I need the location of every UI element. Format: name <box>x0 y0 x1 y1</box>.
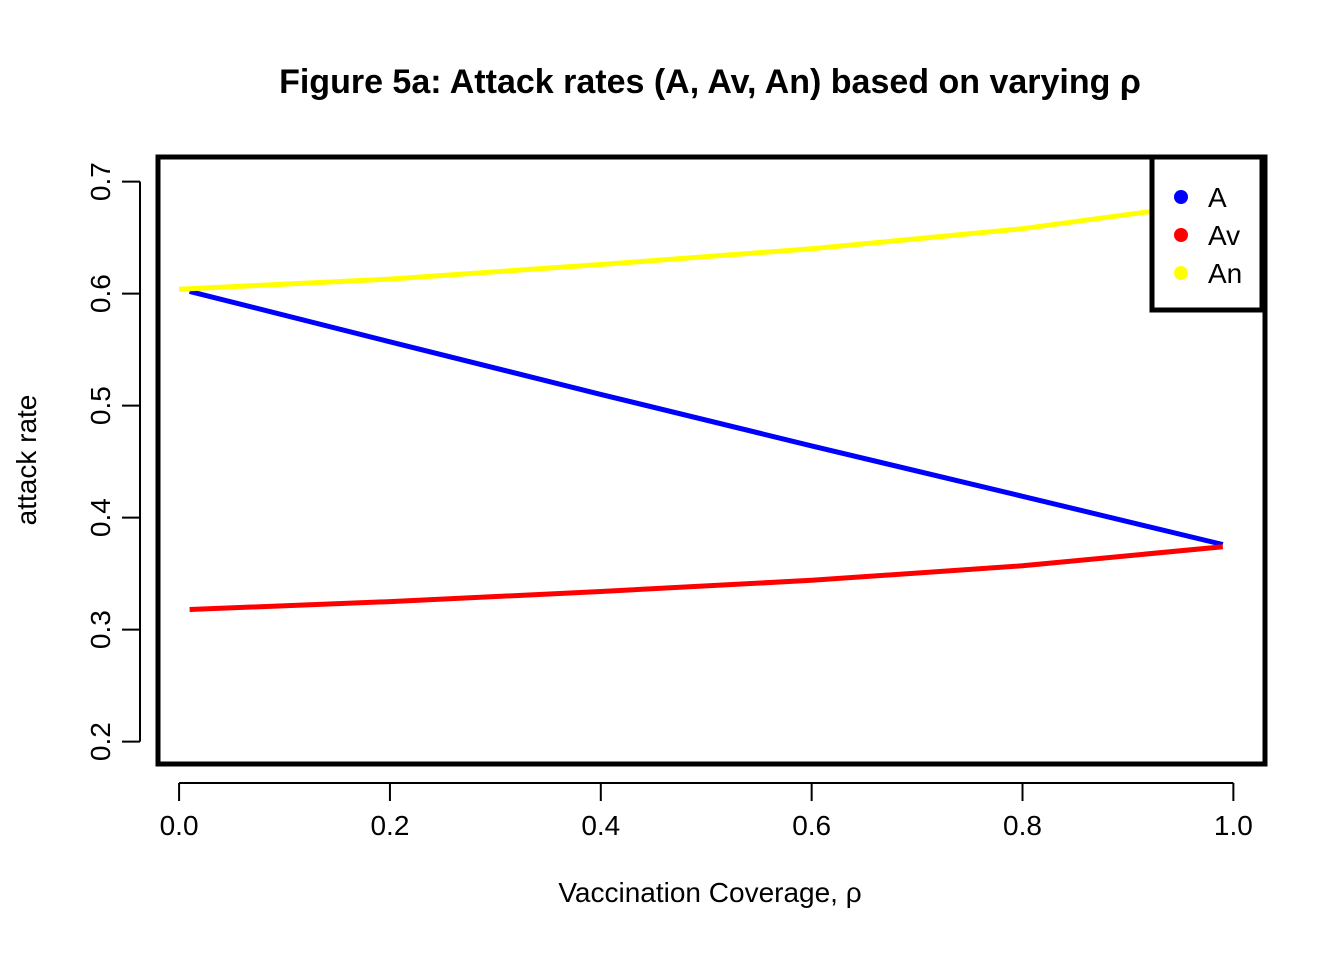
y-tick-label: 0.6 <box>85 274 116 313</box>
y-tick-label: 0.3 <box>85 610 116 649</box>
series-line-an <box>178 199 1224 292</box>
series-line-a <box>188 288 1224 547</box>
y-tick-label: 0.7 <box>85 162 116 201</box>
x-tick-label: 0.4 <box>581 810 620 841</box>
x-axis-label: Vaccination Coverage, ρ <box>558 877 861 908</box>
y-tick-label: 0.2 <box>85 722 116 761</box>
legend: A Av An <box>1149 154 1265 313</box>
y-axis: 0.2 0.3 0.4 0.5 0.6 0.7 <box>85 162 141 761</box>
y-tick-label: 0.4 <box>85 498 116 537</box>
x-tick-label: 1.0 <box>1214 810 1253 841</box>
x-tick-label: 0.2 <box>370 810 409 841</box>
legend-label-a: A <box>1208 182 1227 213</box>
legend-box <box>1149 154 1265 313</box>
y-tick-label: 0.5 <box>85 386 116 425</box>
legend-label-av: Av <box>1208 220 1240 251</box>
plot-frame <box>155 154 1268 767</box>
legend-marker-av <box>1174 228 1188 242</box>
series-layer <box>178 199 1224 612</box>
x-tick-label: 0.0 <box>160 810 199 841</box>
series-line-av <box>189 544 1224 612</box>
legend-label-an: An <box>1208 258 1242 289</box>
x-tick-label: 0.8 <box>1003 810 1042 841</box>
legend-marker-a <box>1174 190 1188 204</box>
legend-marker-an <box>1174 266 1188 280</box>
chart-title: Figure 5a: Attack rates (A, Av, An) base… <box>279 63 1141 101</box>
y-axis-label: attack rate <box>11 395 42 526</box>
plot-area <box>155 154 1268 767</box>
x-axis: 0.0 0.2 0.4 0.6 0.8 1.0 <box>160 782 1253 841</box>
x-tick-label: 0.6 <box>792 810 831 841</box>
